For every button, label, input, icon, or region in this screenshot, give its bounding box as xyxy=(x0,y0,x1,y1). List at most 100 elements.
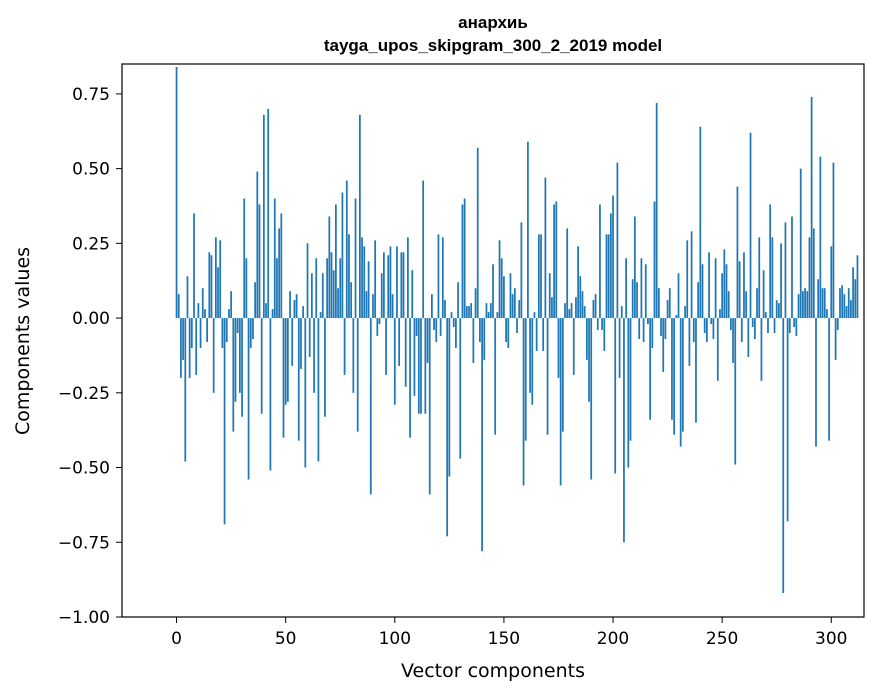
bar-21 xyxy=(221,318,224,348)
bar-86 xyxy=(363,246,366,319)
bar-182 xyxy=(572,318,575,375)
bar-116 xyxy=(428,318,431,495)
bar-275 xyxy=(775,300,778,319)
bar-304 xyxy=(839,288,841,319)
bar-164 xyxy=(533,312,536,319)
bar-294 xyxy=(817,279,820,319)
bar-137 xyxy=(474,288,477,319)
bar-58 xyxy=(302,306,305,319)
bar-214 xyxy=(642,318,645,342)
bar-56 xyxy=(297,318,300,441)
bar-69 xyxy=(326,258,329,319)
bar-57 xyxy=(300,318,302,369)
bar-4 xyxy=(184,318,187,462)
bar-199 xyxy=(609,213,612,319)
bar-70 xyxy=(328,216,331,319)
bar-187 xyxy=(583,306,586,319)
bar-255 xyxy=(732,318,734,363)
bar-32 xyxy=(245,258,248,319)
bar-283 xyxy=(793,318,796,328)
bar-162 xyxy=(529,318,531,393)
bar-223 xyxy=(662,318,665,372)
bar-306 xyxy=(843,294,846,319)
bar-290 xyxy=(808,237,811,319)
bar-147 xyxy=(496,312,499,319)
bar-257 xyxy=(736,186,739,319)
bar-132 xyxy=(463,198,466,319)
bar-16 xyxy=(210,255,213,319)
bar-181 xyxy=(570,303,573,319)
bar-263 xyxy=(749,132,752,319)
bar-142 xyxy=(485,303,488,319)
bar-185 xyxy=(579,276,582,319)
bar-91 xyxy=(374,240,377,319)
bar-90 xyxy=(372,294,374,319)
bar-136 xyxy=(472,318,475,363)
bar-60 xyxy=(306,243,309,319)
bar-193 xyxy=(596,318,599,331)
bar-197 xyxy=(605,234,608,319)
bar-297 xyxy=(823,288,826,319)
bar-272 xyxy=(769,204,772,319)
bar-228 xyxy=(673,318,676,435)
y-tick-label: 0.25 xyxy=(72,234,110,254)
x-tick-label: 200 xyxy=(597,629,629,649)
bar-153 xyxy=(509,273,512,319)
bar-200 xyxy=(612,195,614,319)
bar-302 xyxy=(834,318,837,360)
bar-12 xyxy=(201,288,204,319)
bar-167 xyxy=(540,234,542,319)
x-tick-label: 150 xyxy=(488,629,520,649)
bar-267 xyxy=(758,237,761,319)
bar-61 xyxy=(308,318,311,357)
bar-242 xyxy=(703,318,706,334)
bar-158 xyxy=(520,222,523,319)
bar-303 xyxy=(836,318,839,331)
bar-93 xyxy=(378,318,381,325)
bar-36 xyxy=(254,282,256,319)
bar-219 xyxy=(653,201,656,319)
bar-218 xyxy=(651,318,654,348)
bar-286 xyxy=(799,168,802,319)
bar-236 xyxy=(690,231,693,319)
bar-47 xyxy=(278,228,281,319)
bar-46 xyxy=(276,258,278,319)
bar-220 xyxy=(655,102,658,319)
bar-160 xyxy=(524,318,527,441)
bar-103 xyxy=(400,252,403,319)
bar-310 xyxy=(852,267,854,319)
bar-159 xyxy=(522,318,525,486)
bar-180 xyxy=(568,309,571,319)
bar-125 xyxy=(448,318,451,477)
chart-title: анархиь xyxy=(458,13,528,32)
bar-135 xyxy=(470,303,473,319)
bar-279 xyxy=(784,222,787,319)
bar-282 xyxy=(791,216,793,319)
bar-309 xyxy=(850,300,852,319)
bar-25 xyxy=(230,291,232,319)
bar-54 xyxy=(293,300,296,319)
bar-212 xyxy=(638,318,641,339)
bar-92 xyxy=(376,318,379,337)
bar-168 xyxy=(542,318,545,351)
bar-157 xyxy=(518,300,521,319)
bar-176 xyxy=(559,318,562,486)
bar-96 xyxy=(385,318,387,375)
bar-84 xyxy=(359,114,361,319)
bar-94 xyxy=(380,273,383,319)
bar-208 xyxy=(629,318,632,441)
bar-143 xyxy=(487,312,490,319)
bar-239 xyxy=(697,282,700,319)
bar-8 xyxy=(193,213,195,319)
bar-128 xyxy=(455,318,457,348)
bar-191 xyxy=(592,300,595,319)
bar-243 xyxy=(706,318,708,342)
bar-40 xyxy=(262,114,265,319)
bar-298 xyxy=(826,309,828,319)
bar-186 xyxy=(581,291,584,319)
bar-112 xyxy=(420,318,422,414)
bar-205 xyxy=(623,318,625,543)
bar-99 xyxy=(391,294,394,319)
bar-51 xyxy=(286,318,289,402)
bar-258 xyxy=(738,261,741,319)
